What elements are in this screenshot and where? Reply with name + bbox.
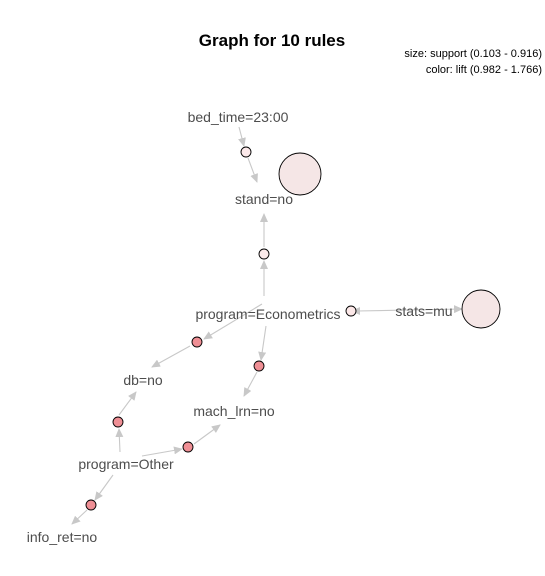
- edge-r9-lhs: [94, 474, 114, 501]
- rule-node-r9[interactable]: [85, 499, 97, 511]
- item-label-program-other[interactable]: program=Other: [78, 456, 174, 472]
- edge-r6-lhs: [258, 325, 267, 361]
- rule-node-r10[interactable]: [345, 305, 357, 317]
- item-label-db[interactable]: db=no: [123, 372, 163, 388]
- item-label-stand[interactable]: stand=no: [235, 191, 293, 207]
- rule-node-r1[interactable]: [240, 146, 252, 158]
- legend-color: color: lift (0.982 - 1.766): [426, 64, 542, 76]
- rule-node-r2[interactable]: [278, 152, 322, 196]
- rule-node-r6[interactable]: [253, 360, 265, 372]
- rule-node-r7[interactable]: [112, 416, 124, 428]
- edge-r1-rhs: [247, 157, 258, 183]
- item-label-stats[interactable]: stats=mu: [395, 303, 452, 319]
- item-label-bed-time[interactable]: bed_time=23:00: [188, 109, 289, 125]
- rule-node-r5[interactable]: [191, 336, 203, 348]
- edges-layer: [71, 126, 463, 525]
- item-label-info-ret[interactable]: info_ret=no: [27, 529, 98, 545]
- item-labels-layer: bed_time=23:00 stand=no program=Econometri…: [27, 109, 453, 545]
- edge-r8-rhs: [193, 424, 221, 445]
- edge-r7-rhs: [118, 391, 137, 416]
- rule-nodes-layer: [85, 146, 501, 511]
- edge-r5-lhs: [203, 303, 263, 340]
- edge-r7-lhs: [115, 428, 124, 453]
- graph-title: Graph for 10 rules: [199, 31, 345, 50]
- item-label-mach-lrn[interactable]: mach_lrn=no: [193, 403, 275, 419]
- item-label-program-econ[interactable]: program=Econometrics: [195, 306, 340, 322]
- edge-r1-lhs: [238, 126, 246, 147]
- edge-r6-rhs: [243, 371, 258, 397]
- edge-r9-rhs: [71, 509, 88, 525]
- rule-node-r3[interactable]: [258, 248, 270, 260]
- rule-node-r4[interactable]: [461, 289, 501, 329]
- edge-r4-lhs: [356, 305, 463, 314]
- edge-r5-rhs: [151, 345, 191, 368]
- edge-r8-lhs: [141, 446, 183, 457]
- rule-node-r8[interactable]: [182, 441, 194, 453]
- legend-size: size: support (0.103 - 0.916): [404, 48, 542, 60]
